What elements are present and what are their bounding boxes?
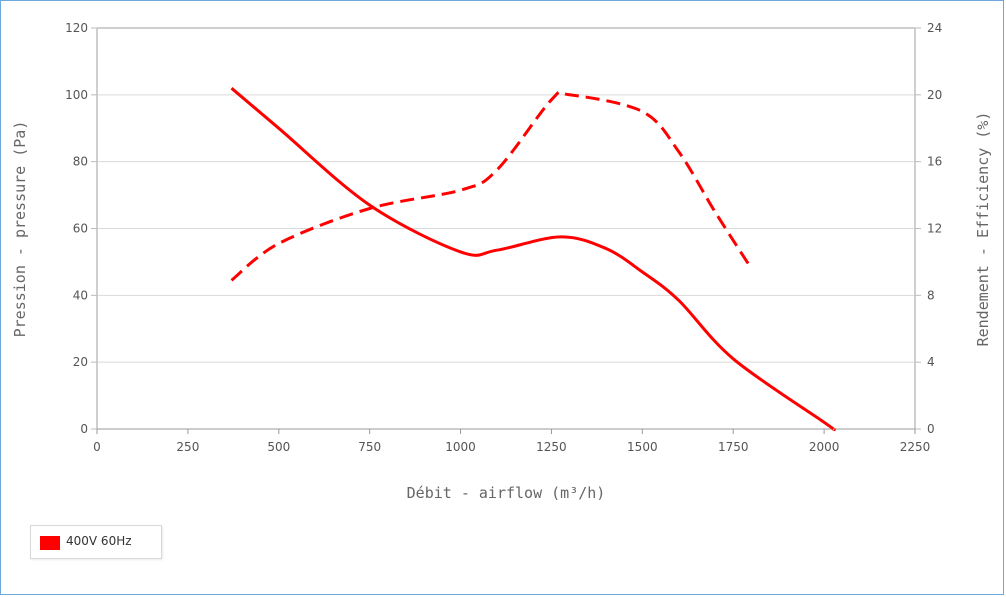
series [230, 87, 836, 432]
legend-label: 400V 60Hz [66, 534, 132, 548]
y-tick-label: 120 [65, 21, 88, 35]
x-tick-label: 2250 [900, 440, 931, 454]
y2-axis-title: Rendement - Efficiency (%) [974, 112, 992, 347]
x-tick-label: 1000 [445, 440, 476, 454]
x-tick-label: 1750 [718, 440, 749, 454]
y2-tick-label: 12 [927, 222, 942, 236]
y2-tick-label: 16 [927, 155, 942, 169]
legend[interactable]: 400V 60Hz [30, 525, 162, 559]
y2-tick-label: 20 [927, 88, 942, 102]
x-axis-title: Débit - airflow (m³/h) [407, 484, 606, 502]
y-tick-label: 0 [80, 422, 88, 436]
pressure-curve [230, 87, 836, 432]
legend-swatch [40, 536, 60, 550]
y2-tick-label: 8 [927, 288, 935, 302]
x-tick-label: 1500 [627, 440, 658, 454]
y-tick-labels: 0 20 40 60 80 100 120 [65, 21, 88, 436]
y-tick-label: 100 [65, 88, 88, 102]
y-axis-title: Pression - pressure (Pa) [11, 121, 29, 338]
y2-tick-label: 0 [927, 422, 935, 436]
x-tick-label: 1250 [536, 440, 567, 454]
x-tick-label: 2000 [809, 440, 840, 454]
axes [91, 27, 921, 434]
x-tick-label: 500 [267, 440, 290, 454]
grid [97, 94, 915, 363]
x-tick-label: 0 [93, 440, 101, 454]
x-tick-labels: 0 250 500 750 1000 1250 1500 1750 2000 2250 [93, 440, 930, 454]
y-tick-label: 20 [73, 355, 88, 369]
y-tick-label: 40 [73, 288, 88, 302]
efficiency-curve [230, 90, 753, 282]
x-tick-label: 250 [176, 440, 199, 454]
y2-tick-label: 24 [927, 21, 942, 35]
x-tick-label: 750 [358, 440, 381, 454]
y-tick-label: 60 [73, 222, 88, 236]
y2-tick-label: 4 [927, 355, 935, 369]
y-tick-label: 80 [73, 155, 88, 169]
y2-tick-labels: 0 4 8 12 16 20 24 [927, 21, 942, 436]
